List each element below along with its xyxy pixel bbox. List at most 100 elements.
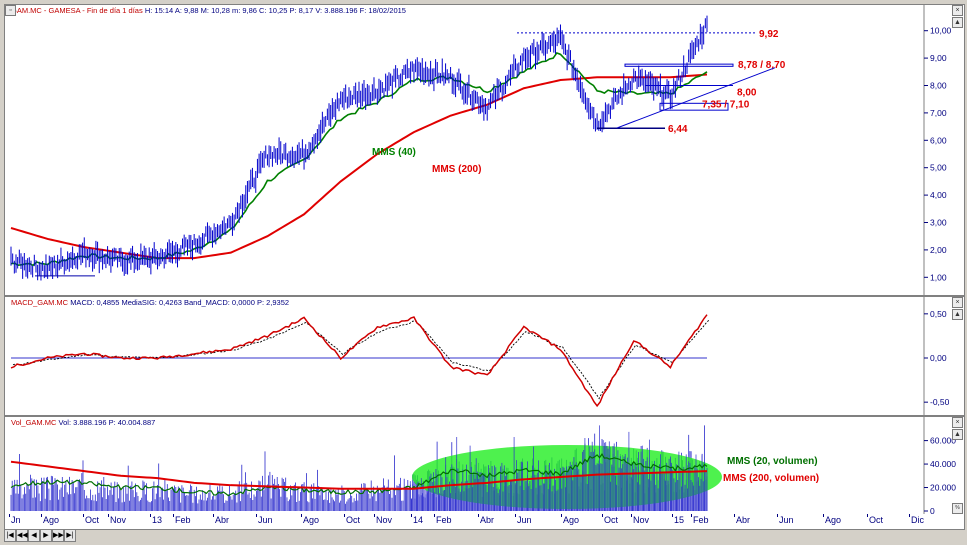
xaxis-tick-mark [672,514,673,517]
xaxis-label: Abr [480,515,495,525]
xaxis-label: Feb [693,515,709,525]
xaxis-label: Abr [215,515,230,525]
level-992-label: 9,92 [759,29,779,40]
band-735-710 [659,102,729,111]
mms40-line [10,52,708,267]
xaxis-tick-mark [734,514,735,517]
volume-scroll-up-button[interactable]: ▲ [952,429,963,440]
xaxis-tick-mark [411,514,412,517]
xaxis-tick-mark [867,514,868,517]
xaxis-label: Feb [436,515,452,525]
xaxis-tick-mark [909,514,910,517]
band-878-870 [624,63,734,67]
price-ytick-label: 2,00 [930,245,947,255]
macd-chart-pane[interactable]: MACD_GAM.MC MACD: 0,4855 MediaSIG: 0,426… [4,296,965,416]
price-ytick-label: 7,00 [930,108,947,118]
price-ytick-label: 9,00 [930,53,947,63]
xaxis-label: Nov [633,515,650,525]
xaxis-tick-mark [478,514,479,517]
level-735-label: 7,35 / 7,10 [702,99,750,110]
volume-close-button[interactable]: × [952,417,963,428]
volume-header: Vol_GAM.MC Vol: 3.888.196 P: 40.004.887 [11,418,156,427]
xaxis-label: 15 [674,515,685,525]
macd-close-button[interactable]: × [952,297,963,308]
volume-mms200-label: MMS (200, volumen) [723,473,819,484]
pane-close-button[interactable]: × [952,5,963,16]
xaxis-tick-mark [691,514,692,517]
level-644-label: 6,44 [668,124,688,135]
price-chart-pane[interactable]: GAM.MC - GAMESA - Fin de día 1 días H: 1… [4,4,965,296]
xaxis-label: Jun [779,515,794,525]
volume-mms20-label: MMS (20, volumen) [727,456,818,467]
xaxis-tick-mark [108,514,109,517]
xaxis-tick-mark [173,514,174,517]
macd-line [10,314,708,408]
xaxis-label: Oct [85,515,100,525]
xaxis-tick-mark [41,514,42,517]
nav-first-button[interactable]: |◀ [4,529,16,542]
xaxis-tick-mark [374,514,375,517]
macd-scroll-up-button[interactable]: ▲ [952,309,963,320]
macd-ytick-label: 0,00 [930,353,947,363]
price-chart-canvas: 1,00 2,00 3,00 4,00 5,00 6,00 7,00 8,00 9,00 10,0… [10,5,952,295]
nav-prev-page-button[interactable]: ◀◀ [16,529,28,542]
xaxis-label: Jun [258,515,273,525]
macd-signal-line [12,319,710,400]
xaxis-label: 14 [413,515,424,525]
pane-scroll-up-button[interactable]: ▲ [952,17,963,28]
volume-ytick-label: 60.000 [930,436,956,446]
xaxis-tick-mark [150,514,151,517]
volume-chart-canvas: 60.000 40.000 20.000 0 MMS (20, volumen) MMS … [10,417,956,515]
xaxis-label: Jn [11,515,21,525]
xaxis-label: 13 [152,515,163,525]
price-ytick-label: 8,00 [930,81,947,91]
xaxis-label: Abr [736,515,751,525]
nav-prev-button[interactable]: ◀ [28,529,40,542]
zoom-percent-button[interactable]: % [952,503,963,514]
mms200-label: MMS (200) [432,164,481,175]
xaxis-label: Nov [376,515,393,525]
xaxis-tick-mark [213,514,214,517]
xaxis-label: Dic [911,515,924,525]
nav-last-button[interactable]: ▶| [64,529,76,542]
xaxis-tick-mark [561,514,562,517]
xaxis-tick-mark [602,514,603,517]
price-ohlc-bars [10,15,708,281]
mms200-line [10,73,708,260]
xaxis-tick-mark [256,514,257,517]
xaxis-label: Ago [825,515,842,525]
xaxis-tick-mark [83,514,84,517]
uptrend-line [616,67,776,129]
volume-mms200-line [10,460,708,490]
pane-menu-button[interactable]: ▫ [5,5,16,16]
xaxis-tick-mark [515,514,516,517]
price-ytick-label: 4,00 [930,190,947,200]
nav-next-button[interactable]: ▶ [40,529,52,542]
volume-mms20-line [10,453,708,497]
xaxis-tick-mark [777,514,778,517]
xaxis-tick-mark [9,514,10,517]
volume-chart-pane[interactable]: Vol_GAM.MC Vol: 3.888.196 P: 40.004.887 … [4,416,965,516]
xaxis-tick-mark [823,514,824,517]
xaxis-label: Feb [175,515,191,525]
volume-ytick-label: 0 [930,506,935,515]
price-header: GAM.MC - GAMESA - Fin de día 1 días H: 1… [11,6,406,15]
price-ytick-label: 6,00 [930,135,947,145]
navigation-bar: |◀ ◀◀ ◀ ▶ ▶▶ ▶| [4,529,963,542]
level-878-label: 8,78 / 8,70 [738,60,786,71]
volume-ytick-label: 40.000 [930,459,956,469]
xaxis-label: Ago [43,515,60,525]
macd-header: MACD_GAM.MC MACD: 0,4855 MediaSIG: 0,426… [11,298,290,307]
xaxis-label: Nov [110,515,127,525]
xaxis-tick-mark [344,514,345,517]
nav-next-page-button[interactable]: ▶▶ [52,529,64,542]
xaxis-tick-mark [434,514,435,517]
volume-bars-highlighted [409,425,708,511]
xaxis-label: Oct [869,515,884,525]
xaxis-tick-mark [301,514,302,517]
price-ytick-label: 5,00 [930,163,947,173]
price-ytick-label: 3,00 [930,218,947,228]
volume-ytick-label: 20.000 [930,483,956,493]
xaxis-label: Ago [303,515,320,525]
price-ytick-label: 10,00 [930,26,952,36]
